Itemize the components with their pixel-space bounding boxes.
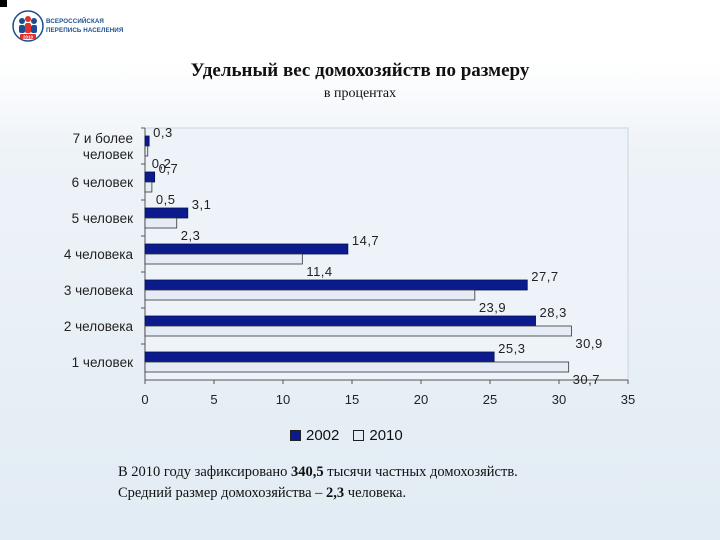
bar-2002 — [144, 135, 150, 147]
legend-swatch-2010 — [353, 429, 365, 441]
x-tick-label: 15 — [345, 392, 359, 407]
bar-2010 — [144, 361, 570, 373]
legend-label-2002: 2002 — [306, 426, 340, 444]
bar-2010 — [144, 217, 178, 229]
data-label-2010: 11,4 — [306, 264, 332, 279]
chart-title: Удельный вес домохозяйств по размеру — [190, 60, 530, 81]
x-tick-label: 35 — [621, 392, 635, 407]
x-tick-label: 0 — [141, 392, 148, 407]
data-label-2002: 0,7 — [159, 161, 179, 176]
x-tick-label: 10 — [276, 392, 290, 407]
census-emblem-icon: 2010 — [12, 10, 44, 42]
legend-item-2010: 2010 — [353, 426, 403, 444]
bar-2010 — [144, 181, 153, 193]
bar-2002 — [144, 315, 536, 327]
census-logo: 2010 ВСЕРОССИЙСКАЯ ПЕРЕПИСЬ НАСЕЛЕНИЯ — [12, 10, 127, 42]
category-label: 5 человек — [72, 211, 133, 226]
category-label: 1 человек — [72, 355, 133, 370]
bar-2002 — [144, 171, 156, 183]
bar-2002 — [144, 207, 189, 219]
legend-item-2002: 2002 — [290, 427, 339, 444]
x-tick-label: 30 — [552, 392, 566, 407]
bar-2010 — [144, 253, 303, 265]
data-label-2002: 25,3 — [498, 341, 525, 356]
data-label-2002: 3,1 — [192, 197, 212, 212]
legend-swatch-2002 — [290, 429, 301, 441]
data-label-2010: 30,9 — [575, 336, 602, 351]
category-label: 3 человека — [64, 283, 134, 298]
data-label-2010: 0,2 — [152, 156, 172, 171]
bar-2010 — [144, 289, 476, 301]
data-label-2002: 14,7 — [352, 233, 379, 248]
data-label-2002: 0,3 — [153, 125, 173, 140]
category-label: 6 человек — [72, 175, 133, 190]
data-label-2010: 23,9 — [479, 300, 506, 315]
chart-subtitle: в процентах — [323, 86, 397, 101]
x-tick-label: 25 — [483, 392, 497, 407]
x-tick-label: 5 — [210, 392, 217, 407]
category-label: человек — [83, 147, 133, 162]
summary-line-1: В 2010 году зафиксировано 340,5 тысячи ч… — [118, 464, 518, 480]
x-tick-label: 20 — [414, 392, 428, 407]
header-bar — [0, 0, 720, 48]
bar-2002 — [144, 279, 528, 291]
summary-text: В 2010 году зафиксировано 340,5 тысячи ч… — [118, 462, 678, 504]
bar-2002 — [144, 243, 349, 255]
bar-2010 — [144, 325, 572, 337]
logo-line2: ПЕРЕПИСЬ НАСЕЛЕНИЯ — [46, 27, 124, 34]
data-label-2010: 0,5 — [156, 192, 176, 207]
logo-year: 2010 — [23, 34, 34, 39]
data-label-2002: 28,3 — [540, 305, 567, 320]
legend-label-2010: 2010 — [369, 426, 403, 444]
bar-2010 — [144, 145, 149, 157]
category-label: 7 и более — [73, 131, 133, 146]
corner-mark — [0, 0, 7, 7]
bar-2002 — [144, 351, 495, 363]
data-label-2002: 27,7 — [531, 269, 558, 284]
data-label-2010: 30,7 — [573, 372, 600, 387]
data-label-2010: 2,3 — [181, 228, 201, 243]
chart-legend: 2002 2010 — [290, 425, 417, 445]
category-label: 4 человека — [64, 247, 134, 262]
logo-line1: ВСЕРОССИЙСКАЯ — [46, 18, 104, 25]
summary-line-2: Средний размер домохозяйства – 2,3 челов… — [118, 485, 407, 501]
category-label: 2 человека — [64, 319, 134, 334]
